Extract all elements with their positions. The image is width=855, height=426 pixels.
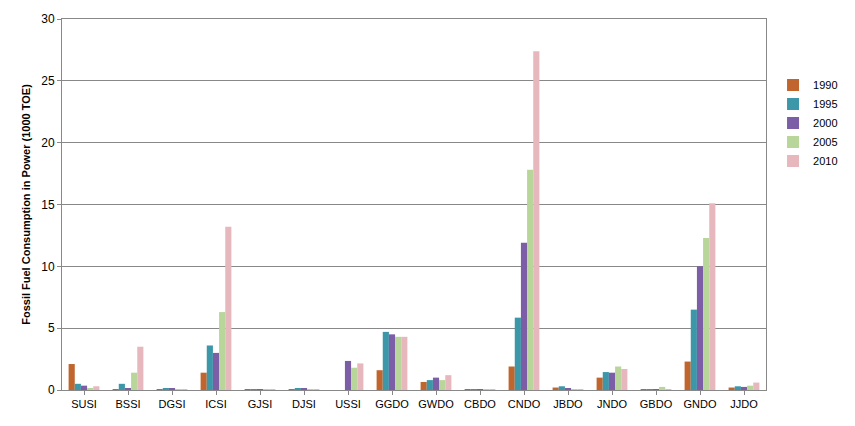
svg-text:GGDO: GGDO — [375, 398, 409, 410]
svg-text:CBDO: CBDO — [464, 398, 496, 410]
svg-text:DJSI: DJSI — [292, 398, 316, 410]
svg-text:ICSI: ICSI — [205, 398, 226, 410]
svg-text:GNDO: GNDO — [684, 398, 717, 410]
svg-text:Fossil Fuel Consumption in Pow: Fossil Fuel Consumption in Power (1000 T… — [20, 84, 32, 325]
svg-text:GBDO: GBDO — [640, 398, 673, 410]
svg-text:CNDO: CNDO — [508, 398, 541, 410]
svg-text:2010: 2010 — [813, 155, 837, 167]
svg-text:DGSI: DGSI — [159, 398, 186, 410]
svg-text:GWDO: GWDO — [418, 398, 454, 410]
svg-text:JNDO: JNDO — [597, 398, 627, 410]
svg-text:25: 25 — [41, 74, 55, 88]
svg-text:5: 5 — [48, 321, 55, 335]
svg-text:0: 0 — [48, 383, 55, 397]
svg-text:BSSI: BSSI — [115, 398, 140, 410]
svg-text:GJSI: GJSI — [248, 398, 272, 410]
svg-text:USSI: USSI — [335, 398, 361, 410]
svg-text:SUSI: SUSI — [71, 398, 97, 410]
svg-text:1995: 1995 — [813, 98, 837, 110]
svg-text:2005: 2005 — [813, 136, 837, 148]
svg-text:2000: 2000 — [813, 117, 837, 129]
svg-text:1990: 1990 — [813, 79, 837, 91]
svg-text:15: 15 — [41, 198, 55, 212]
svg-text:20: 20 — [41, 136, 55, 150]
svg-text:30: 30 — [41, 12, 55, 26]
svg-text:10: 10 — [41, 260, 55, 274]
svg-text:JJDO: JJDO — [730, 398, 758, 410]
svg-text:JBDO: JBDO — [553, 398, 583, 410]
